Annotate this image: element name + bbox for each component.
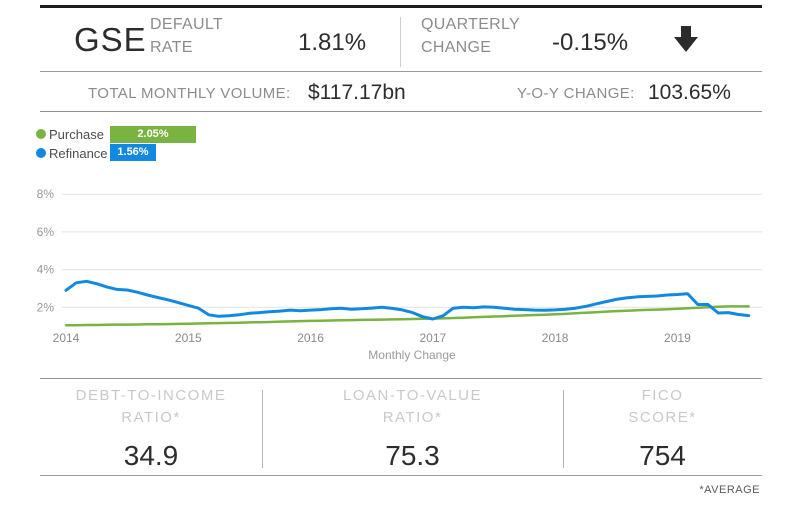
fico-value: 754 xyxy=(639,440,686,471)
dti-value: 34.9 xyxy=(123,440,179,471)
ltv-label: LOAN-TO-VALUE RATIO* xyxy=(343,387,482,426)
volume-row-rule xyxy=(40,111,762,112)
svg-text:2017: 2017 xyxy=(419,331,446,345)
default-rate-value: 1.81% xyxy=(298,29,367,56)
header-divider xyxy=(400,17,401,67)
dti-stat: DEBT-TO-INCOME RATIO* 34.9 xyxy=(40,385,262,472)
svg-text:2019: 2019 xyxy=(664,331,691,345)
ltv-value: 75.3 xyxy=(385,440,440,471)
purchase-current-value-badge: 2.05% xyxy=(110,126,196,143)
quarterly-change-value: -0.15% xyxy=(552,29,629,56)
refinance-current-value-badge: 1.56% xyxy=(110,144,156,161)
yoy-change-value: 103.65% xyxy=(648,81,731,104)
default-rate-label: DEFAULT RATE xyxy=(150,16,223,56)
svg-text:4%: 4% xyxy=(37,263,55,277)
stats-bottom-rule xyxy=(40,475,762,476)
page-title: GSE xyxy=(74,21,147,58)
top-accent-rule xyxy=(40,5,762,8)
yoy-change-label: Y-O-Y CHANGE: xyxy=(517,85,635,102)
svg-text:6%: 6% xyxy=(37,225,55,239)
svg-text:Monthly Change: Monthly Change xyxy=(368,348,456,362)
dti-label: DEBT-TO-INCOME RATIO* xyxy=(75,387,227,426)
monthly-volume-value: $117.17bn xyxy=(308,81,406,104)
down-arrow-icon xyxy=(674,26,698,52)
purchase-legend-dot xyxy=(36,129,46,139)
svg-text:2014: 2014 xyxy=(53,331,80,345)
average-footnote: *AVERAGE xyxy=(699,484,760,496)
svg-text:2015: 2015 xyxy=(175,331,202,345)
fico-label: FICO SCORE* xyxy=(628,387,697,426)
monthly-volume-label: TOTAL MONTHLY VOLUME: xyxy=(88,85,291,102)
purchase-legend-label: Purchase xyxy=(49,127,104,142)
refinance-legend-dot xyxy=(36,148,46,158)
svg-text:2018: 2018 xyxy=(542,331,569,345)
stats-divider-2 xyxy=(563,390,564,468)
stats-top-rule xyxy=(40,378,762,379)
svg-text:2%: 2% xyxy=(37,300,55,314)
stats-divider-1 xyxy=(262,390,263,468)
svg-text:8%: 8% xyxy=(37,187,55,201)
svg-text:2016: 2016 xyxy=(297,331,324,345)
header-rule xyxy=(40,71,762,72)
ltv-stat: LOAN-TO-VALUE RATIO* 75.3 xyxy=(262,385,563,472)
fico-stat: FICO SCORE* 754 xyxy=(563,385,762,472)
refinance-legend-label: Refinance xyxy=(49,146,108,161)
quarterly-change-label: QUARTERLY CHANGE xyxy=(421,16,520,56)
